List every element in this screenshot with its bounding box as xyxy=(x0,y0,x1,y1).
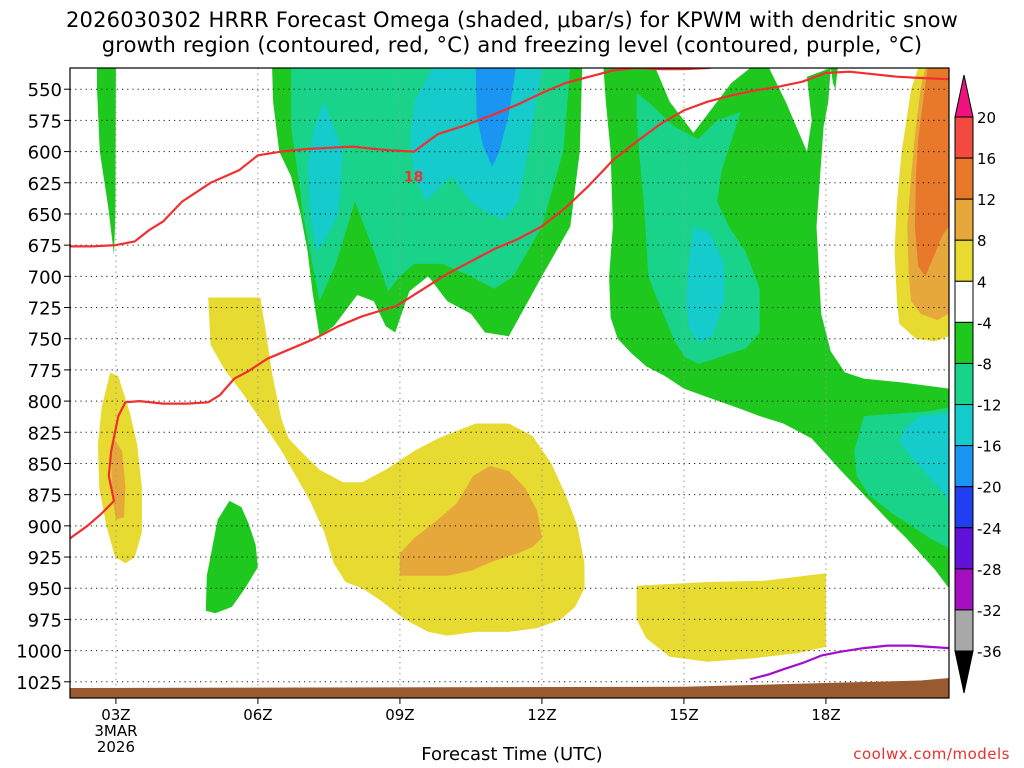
colorbar-label-7: -12 xyxy=(977,397,1002,415)
dgz-contour-2 xyxy=(70,70,949,540)
y-tick-label-625: 625 xyxy=(28,174,62,195)
y-tick-label-850: 850 xyxy=(28,454,62,475)
colorbar-bin-9 xyxy=(954,445,974,488)
y-tick-label-825: 825 xyxy=(28,423,62,444)
y-tick-label-875: 875 xyxy=(28,486,62,507)
x-tick-label-12Z: 12Z xyxy=(527,706,556,724)
y-tick-label-950: 950 xyxy=(28,579,62,600)
y-tick-label-1000: 1000 xyxy=(16,642,62,663)
x-date-label-line2: 2026 xyxy=(97,738,135,756)
y-tick-label-725: 725 xyxy=(28,299,62,320)
y-tick-label-600: 600 xyxy=(28,143,62,164)
dgz-contour-1 xyxy=(707,68,715,70)
y-tick-label-750: 750 xyxy=(28,330,62,351)
source-credit[interactable]: coolwx.com/models xyxy=(853,745,1010,763)
colorbar-bin-2 xyxy=(954,157,974,200)
colorbar-label-0: 20 xyxy=(977,109,996,127)
y-tick-label-775: 775 xyxy=(28,361,62,382)
y-tick-label-1025: 1025 xyxy=(16,673,62,694)
grid-layer xyxy=(70,68,949,698)
colorbar-bin-8 xyxy=(954,404,974,447)
colorbar-bin-4 xyxy=(954,239,974,282)
colorbar-label-1: 16 xyxy=(977,150,996,168)
colorbar-label-5: -4 xyxy=(977,314,992,332)
colorbar-label-9: -20 xyxy=(977,479,1002,497)
x-tick-label-18Z: 18Z xyxy=(811,706,840,724)
colorbar-label-8: -16 xyxy=(977,438,1002,456)
colorbar-bin-6 xyxy=(954,321,974,364)
chart-title: 2026030302 HRRR Forecast Omega (shaded, … xyxy=(0,8,1024,58)
dgz-contour-0 xyxy=(70,68,708,248)
omega-region-11 xyxy=(830,68,838,90)
y-tick-label-800: 800 xyxy=(28,392,62,413)
y-tick-label-925: 925 xyxy=(28,548,62,569)
chart-title-line1: 2026030302 HRRR Forecast Omega (shaded, … xyxy=(65,8,959,32)
y-tick-label-975: 975 xyxy=(28,610,62,631)
colorbar-bin-12 xyxy=(954,568,974,611)
colorbar-bin-1 xyxy=(954,116,974,159)
y-tick-label-700: 700 xyxy=(28,267,62,288)
colorbar-label-2: 12 xyxy=(977,191,996,209)
colorbar-bin-5 xyxy=(954,280,974,323)
omega-region-17 xyxy=(399,466,542,576)
colorbar-bottom-arrow xyxy=(954,650,974,694)
colorbar-top-arrow xyxy=(954,74,974,118)
terrain-layer xyxy=(70,678,949,698)
y-tick-label-575: 575 xyxy=(28,111,62,132)
plot-border xyxy=(69,67,950,699)
colorbar-label-4: 4 xyxy=(977,273,987,291)
colorbar-label-12: -32 xyxy=(977,602,1002,620)
omega-region-16 xyxy=(208,297,585,636)
omega-region-8 xyxy=(686,226,725,343)
colorbar-label-10: -24 xyxy=(977,520,1002,538)
y-tick-label-650: 650 xyxy=(28,205,62,226)
y-tick-label-900: 900 xyxy=(28,517,62,538)
colorbar-label-3: 8 xyxy=(977,232,987,250)
colorbar-label-6: -8 xyxy=(977,355,992,373)
colorbar: 20 16 12 8 4 -4 -8 -12 -16 -20 -24 -28 -32 -36 xyxy=(954,74,1002,694)
contour-label-0: 18 xyxy=(404,169,423,185)
plot-frame xyxy=(69,67,950,699)
omega-region-0 xyxy=(97,68,116,256)
contour-layer: 18 xyxy=(70,68,949,681)
y-tick-label-550: 550 xyxy=(28,80,62,101)
chart-title-line2: growth region (contoured, red, °C) and f… xyxy=(101,33,923,57)
colorbar-label-11: -28 xyxy=(977,561,1002,579)
y-axis: 550 575 600 625 650 675 700 725 750 775 800 825 850 8… xyxy=(16,80,70,694)
x-tick-label-03Z: 03Z xyxy=(101,706,130,724)
omega-region-4 xyxy=(307,101,344,252)
x-tick-label-15Z: 15Z xyxy=(669,706,698,724)
freezing-level-contour-3 xyxy=(749,644,949,681)
terrain-fill xyxy=(70,678,949,698)
colorbar-bin-7 xyxy=(954,362,974,406)
omega-region-5 xyxy=(475,68,516,167)
omega-shading-layer xyxy=(97,68,949,662)
omega-region-10 xyxy=(899,413,949,501)
colorbar-bin-10 xyxy=(954,486,974,529)
omega-region-20 xyxy=(636,573,826,662)
x-tick-label-06Z: 06Z xyxy=(243,706,272,724)
colorbar-label-13: -36 xyxy=(977,643,1002,661)
x-date-label-line1: 3MAR xyxy=(94,722,137,740)
colorbar-bin-3 xyxy=(954,198,974,241)
y-tick-label-675: 675 xyxy=(28,236,62,257)
colorbar-bin-13 xyxy=(954,609,974,652)
colorbar-bin-11 xyxy=(954,527,974,570)
x-axis-label: Forecast Time (UTC) xyxy=(421,744,603,765)
x-tick-label-09Z: 09Z xyxy=(385,706,414,724)
